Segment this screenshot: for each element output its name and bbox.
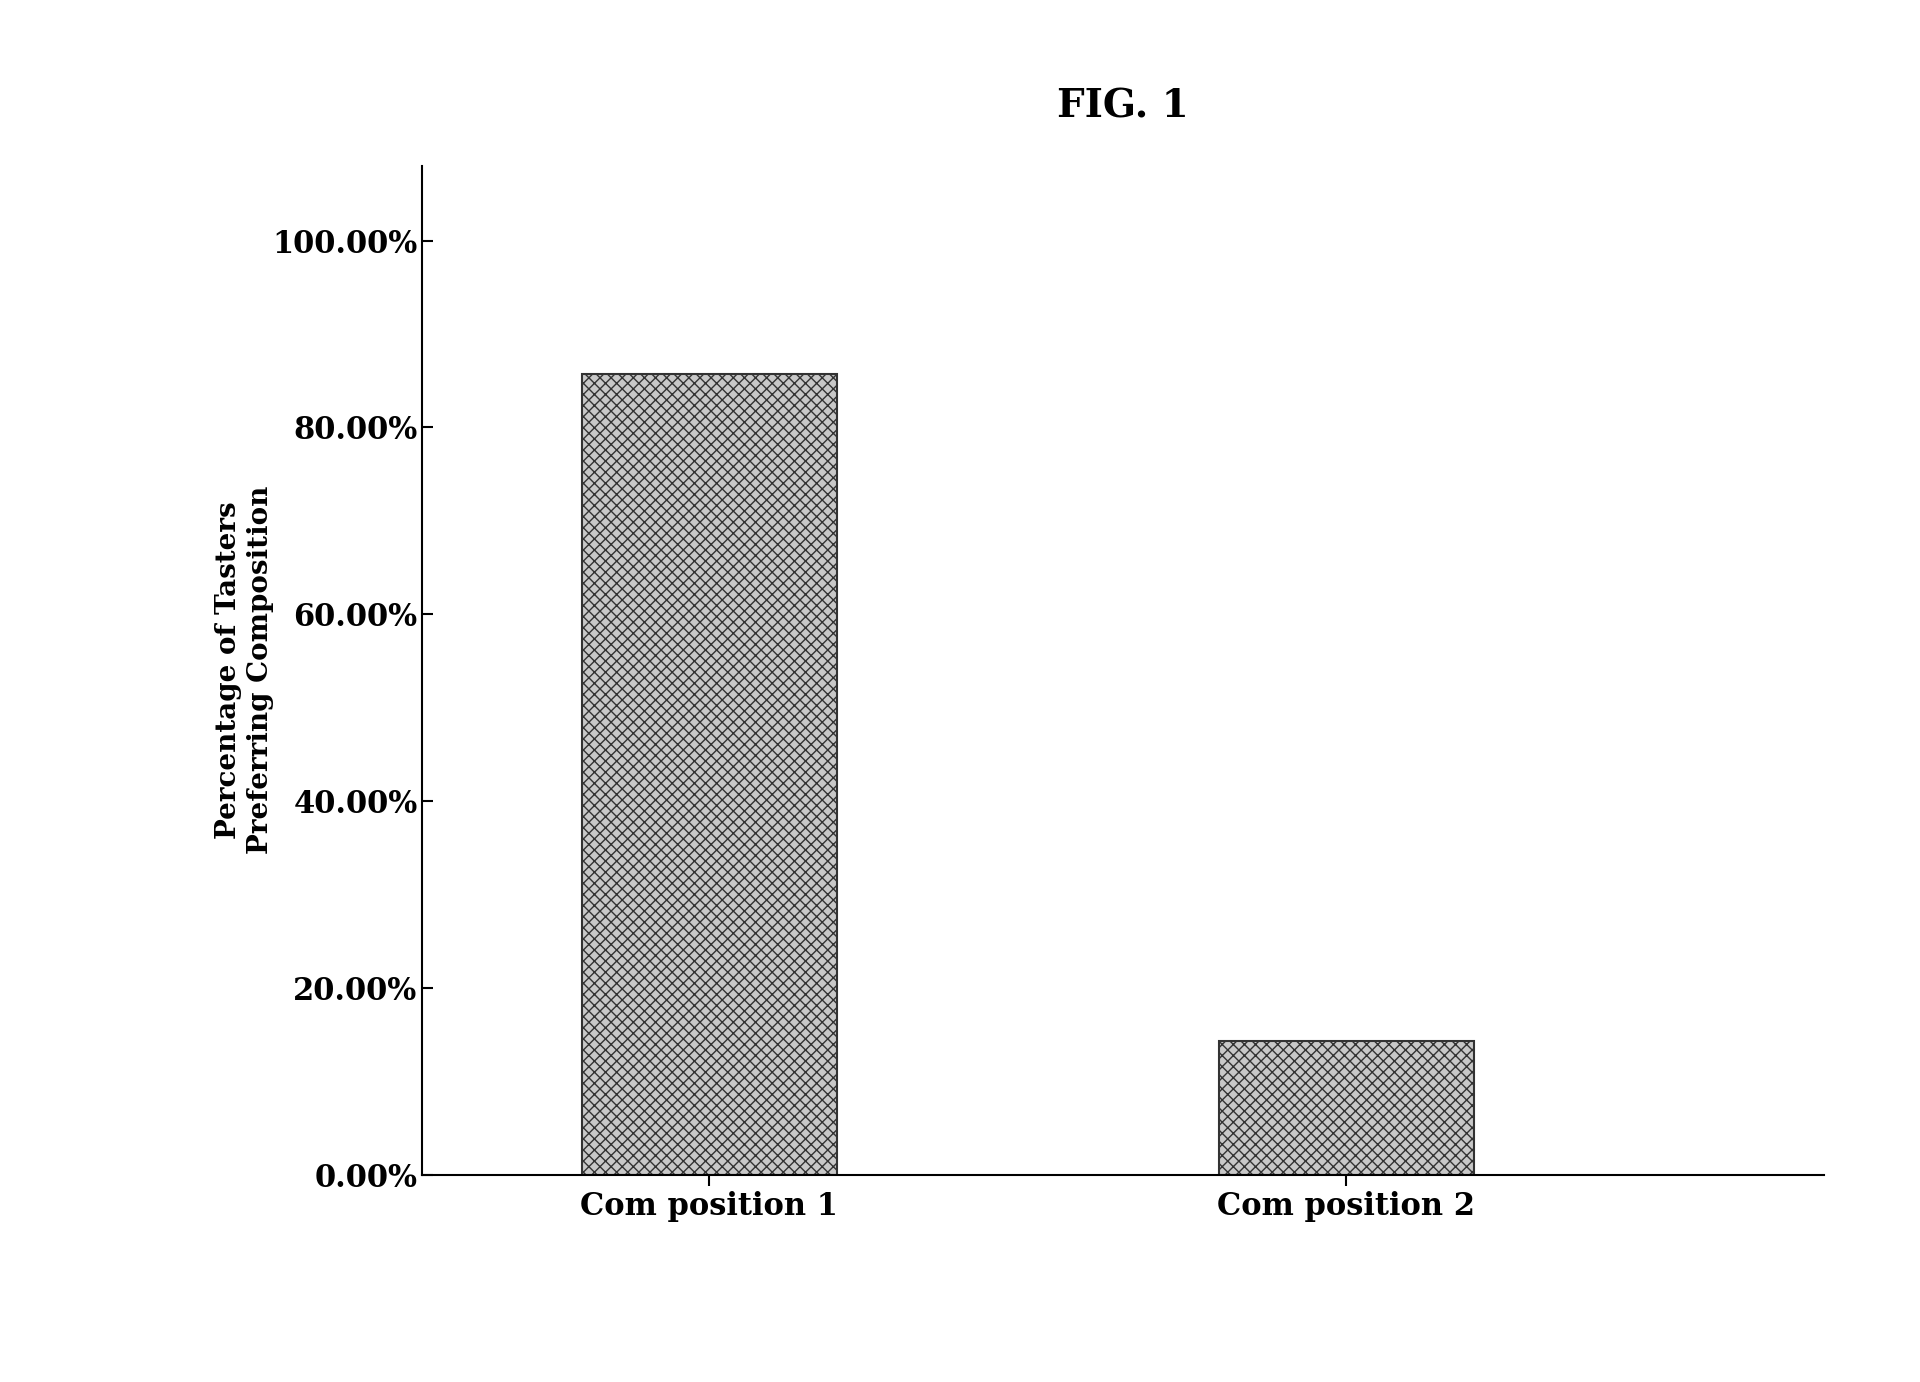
Y-axis label: Percentage of Tasters
Preferring Composition: Percentage of Tasters Preferring Composi… xyxy=(215,486,275,854)
Bar xyxy=(582,375,837,1175)
Title: FIG. 1: FIG. 1 xyxy=(1058,87,1188,126)
Bar xyxy=(1219,1041,1475,1175)
